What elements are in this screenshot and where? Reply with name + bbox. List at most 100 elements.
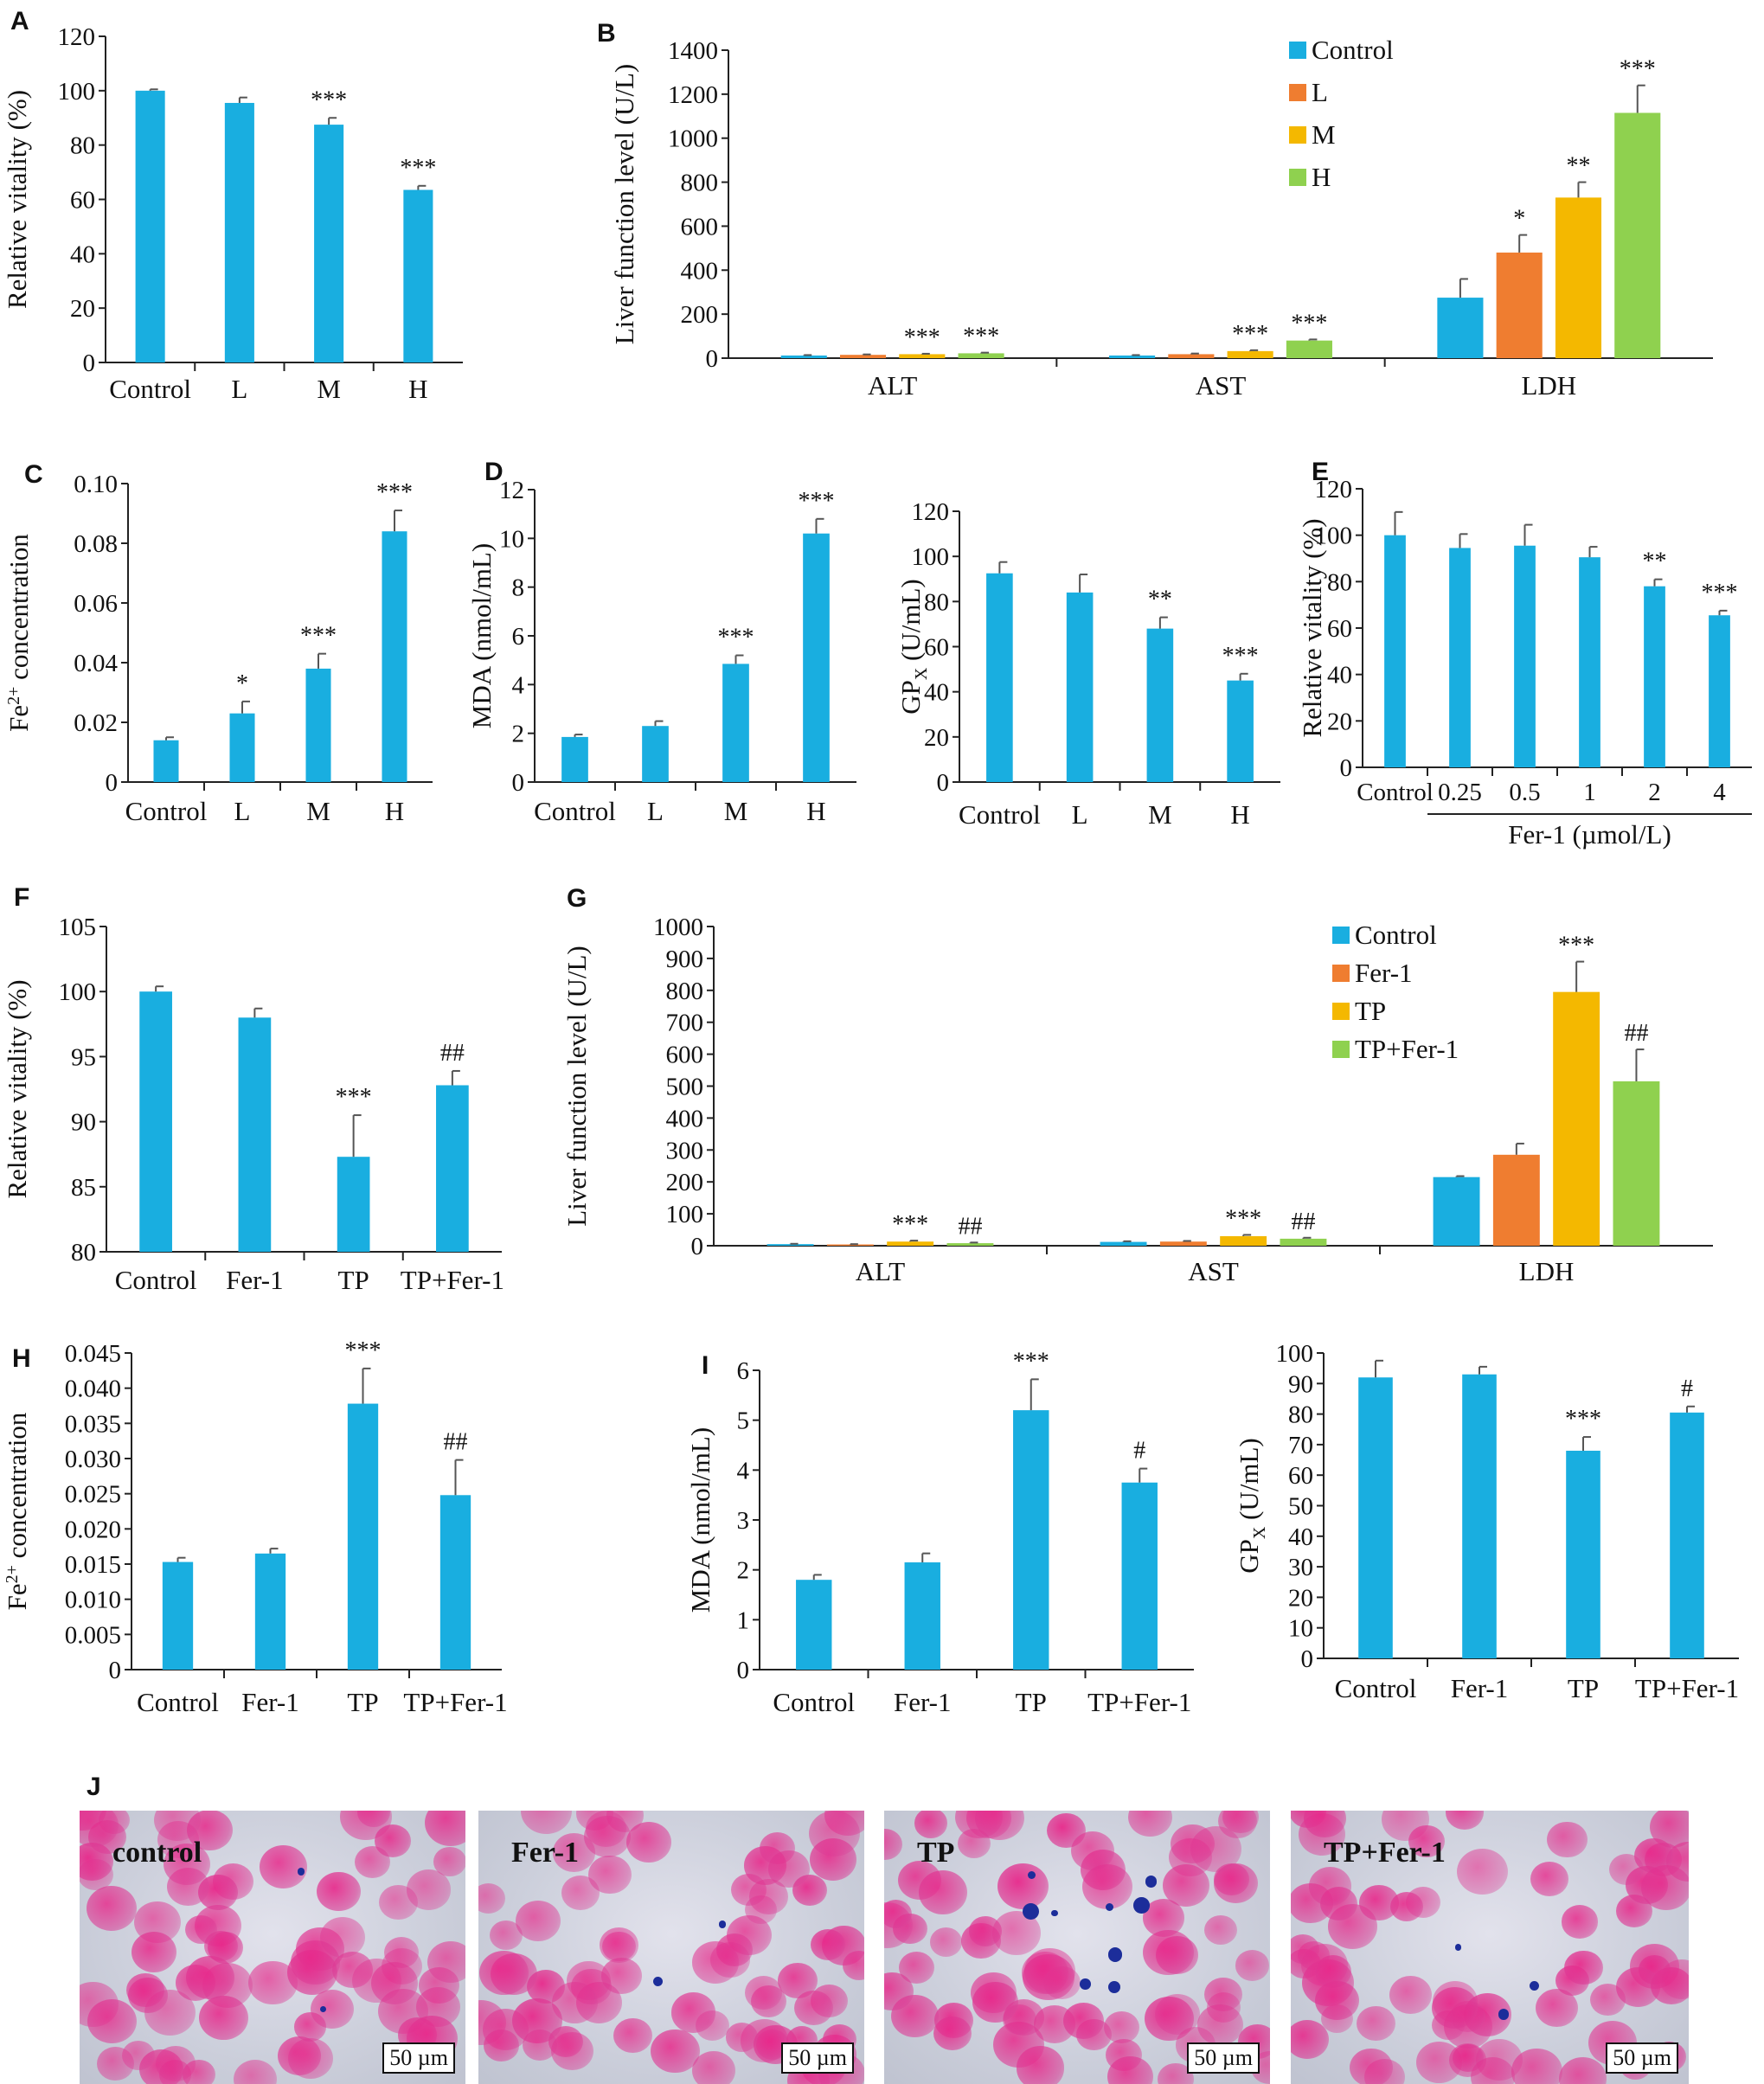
bar <box>1613 1080 1660 1246</box>
iron-stain <box>1028 1870 1036 1879</box>
y-axis-label: Relative vitality (%) <box>1297 518 1327 737</box>
stained-cell <box>1315 1980 1359 2021</box>
bar <box>946 1243 994 1246</box>
stained-cell <box>1450 2000 1485 2033</box>
y-tick-label: 0.030 <box>65 1446 121 1473</box>
x-category-label: H <box>806 796 825 826</box>
y-tick-label: 800 <box>681 170 719 197</box>
iron-stain <box>1108 1947 1123 1962</box>
legend-swatch <box>1289 126 1306 144</box>
panel-label: H <box>12 1344 31 1373</box>
y-tick-label: 0 <box>1340 754 1353 782</box>
bar <box>958 353 1004 358</box>
y-tick-label: 400 <box>681 257 719 285</box>
y-tick-label: 0.045 <box>65 1340 121 1368</box>
y-tick-label: 1000 <box>668 125 718 153</box>
legend-label: Control <box>1355 920 1437 950</box>
bar <box>139 991 172 1252</box>
panel-label: F <box>14 883 29 912</box>
significance-mark: *** <box>311 87 347 113</box>
micrograph-label: Fer-1 <box>511 1837 580 1869</box>
y-tick-label: 4 <box>737 1457 750 1484</box>
stained-cell <box>287 2038 333 2080</box>
y-tick-label: 100 <box>1315 523 1353 550</box>
y-tick-label: 105 <box>59 914 97 941</box>
stained-cell <box>317 1871 361 1912</box>
stained-cell <box>131 1931 176 1972</box>
stained-cell <box>354 1845 391 1879</box>
bar <box>224 102 254 363</box>
bar <box>439 1495 471 1670</box>
significance-mark: *** <box>345 1337 382 1364</box>
significance-mark: *** <box>963 324 999 350</box>
bar <box>403 189 433 362</box>
y-tick-label: 20 <box>1288 1584 1313 1612</box>
bar <box>347 1403 379 1670</box>
x-category-label: M <box>317 374 341 404</box>
panel-label: I <box>702 1351 709 1380</box>
x-category-label: Control <box>959 799 1041 830</box>
y-tick-label: 0.015 <box>65 1551 121 1579</box>
bar <box>1709 615 1730 767</box>
x-category-label: Fer-1 <box>894 1687 952 1717</box>
y-tick-label: 10 <box>499 525 524 553</box>
stained-cell <box>1640 1865 1689 1911</box>
scale-bar: 50 µm <box>1606 2042 1678 2074</box>
micrograph-tp-fer1: TP+Fer-1 50 µm <box>1291 1811 1689 2084</box>
y-tick-label: 30 <box>1288 1554 1313 1581</box>
stained-cell <box>1471 2057 1516 2084</box>
x-category-label: H <box>1230 799 1249 830</box>
stained-cell <box>128 1977 169 2013</box>
stained-cell <box>234 2060 278 2084</box>
bar <box>314 125 344 362</box>
stained-cell <box>1043 1966 1081 2000</box>
y-tick-label: 100 <box>1276 1340 1314 1368</box>
x-category-label: Control <box>534 796 616 826</box>
y-tick-label: 100 <box>666 1201 704 1228</box>
y-tick-label: 120 <box>912 498 950 526</box>
legend-label: Control <box>1312 35 1394 65</box>
stained-cell <box>1389 1975 1433 2015</box>
stained-cell <box>521 1811 573 1834</box>
bar <box>135 90 165 362</box>
legend-label: M <box>1312 119 1336 150</box>
stained-cell <box>599 1927 638 1963</box>
stained-cell <box>929 1927 963 1957</box>
iron-stain <box>1051 1909 1059 1917</box>
y-tick-label: 0.040 <box>65 1375 121 1403</box>
y-tick-label: 0 <box>737 1657 750 1684</box>
stained-cell <box>1107 2055 1153 2084</box>
x-category-label: L <box>231 374 247 404</box>
stained-cell <box>478 1882 506 1914</box>
stained-cell <box>1408 1824 1445 1858</box>
stained-cell <box>1291 2020 1330 2060</box>
significance-mark: * <box>236 670 248 697</box>
y-tick-label: 0 <box>106 769 119 797</box>
significance-mark: *** <box>799 488 835 515</box>
bar <box>1579 557 1600 767</box>
bar <box>1220 1235 1267 1246</box>
y-tick-label: 10 <box>1288 1615 1313 1643</box>
x-category-label: L <box>234 796 251 826</box>
bar <box>1449 548 1471 767</box>
y-tick-label: 0 <box>1301 1645 1314 1673</box>
significance-mark: # <box>1681 1375 1693 1402</box>
x-category-label: TP <box>347 1687 378 1717</box>
stained-cell <box>843 1951 864 1981</box>
stained-cell <box>670 1992 716 2033</box>
y-tick-label: 0.10 <box>74 471 118 498</box>
bar <box>254 1553 286 1670</box>
stained-cell <box>613 2018 652 2054</box>
bar <box>1121 1482 1158 1670</box>
y-tick-label: 0.035 <box>65 1410 121 1438</box>
stained-cell <box>1063 2002 1105 2039</box>
significance-mark: ## <box>444 1429 468 1456</box>
stained-cell <box>997 1863 1049 1910</box>
stained-cell <box>1128 1811 1172 1837</box>
stained-cell <box>808 1811 860 1856</box>
legend-label: L <box>1312 77 1328 107</box>
x-category-label: TP <box>1016 1687 1047 1717</box>
bar <box>229 713 255 782</box>
bar <box>904 1562 940 1670</box>
stained-cell <box>185 1914 218 1945</box>
